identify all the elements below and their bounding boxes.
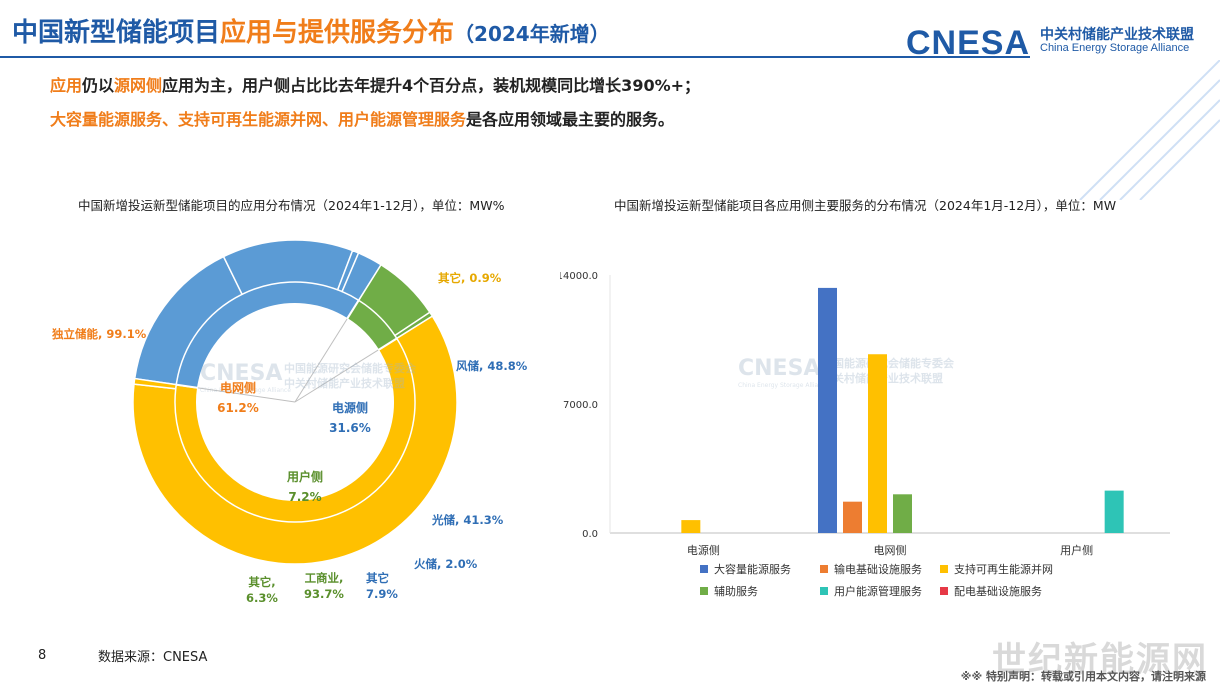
legend-label: 辅助服务 xyxy=(714,584,758,598)
pie-inner-label: 用户侧 xyxy=(286,469,323,484)
bar xyxy=(681,520,701,533)
bar-category-label: 电源侧 xyxy=(687,543,720,557)
bar-y-tick-label: 0.0 xyxy=(582,529,598,540)
summary-hl-1: 应用 xyxy=(50,76,83,95)
pie-outer-label: 工商业, 93.7% xyxy=(304,571,344,601)
pie-spoke xyxy=(294,318,348,403)
summary-text-3: 是各应用领域最主要的服务。 xyxy=(466,110,675,129)
bar xyxy=(868,354,887,533)
legend-label: 大容量能源服务 xyxy=(714,562,791,576)
title-part-2: 应用与提供服务分布 xyxy=(220,18,455,48)
pie-inner-label: 电源侧 xyxy=(332,400,368,415)
pie-spoke xyxy=(197,387,296,403)
logo-english-name: China Energy Storage Alliance xyxy=(1040,42,1190,54)
legend-label: 支持可再生能源并网 xyxy=(954,562,1053,576)
cnesa-logo: CNESA 中关村储能产业技术联盟 China Energy Storage A… xyxy=(906,24,1194,63)
pie-outer-label: 风储, 48.8% xyxy=(456,359,528,373)
legend-label: 用户能源管理服务 xyxy=(834,584,922,598)
logo-mark: CNESA xyxy=(906,24,1031,62)
pie-inner-label: 电网侧 xyxy=(220,380,256,395)
summary-line-1: 应用仍以源网侧应用为主，用户侧占比比去年提升4个百分点，装机规模同比增长390%… xyxy=(50,72,700,96)
bar-chart: 0.0 7000.0 14000.0 CNESA中国能源研究会储能专委会中关村储能产业… xyxy=(560,271,1170,598)
svg-text:中国能源研究会储能专委会: 中国能源研究会储能专委会 xyxy=(822,356,955,370)
legend-swatch xyxy=(820,565,828,573)
summary-text-1: 仍以 xyxy=(82,76,115,95)
svg-text:中国能源研究会储能专委会: 中国能源研究会储能专委会 xyxy=(284,361,417,375)
pie-outer-label: 火储, 2.0% xyxy=(414,557,478,571)
pie-inner-pct: 7.2% xyxy=(288,490,321,504)
legend-swatch xyxy=(820,587,828,595)
legend-label: 配电基础设施服务 xyxy=(954,585,1042,598)
bar xyxy=(893,494,912,533)
legend-label: 输电基础设施服务 xyxy=(834,562,922,576)
summary-line-2: 大容量能源服务、支持可再生能源并网、用户能源管理服务是各应用领域最主要的服务。 xyxy=(50,106,674,130)
bar xyxy=(843,501,862,533)
pie-inner-pct: 31.6% xyxy=(329,421,371,435)
pie-outer-label: 其它, 6.3% xyxy=(246,575,278,605)
pie-subsector-电网侧-0 xyxy=(132,315,458,565)
summary-hl-2: 源网侧 xyxy=(114,76,163,95)
pie-spoke xyxy=(294,349,379,403)
page-title: 中国新型储能项目应用与提供服务分布（2024年新增） xyxy=(12,12,610,49)
pie-subsector-电网侧-1 xyxy=(133,377,178,390)
title-part-3: （2024年新增） xyxy=(454,22,610,46)
svg-text:中关村储能产业技术联盟: 中关村储能产业技术联盟 xyxy=(284,376,405,390)
pie-outer-label: 其它, 0.9% xyxy=(438,271,502,285)
pie-outer-label: 独立储能, 99.1% xyxy=(52,327,147,341)
title-part-1: 中国新型储能项目 xyxy=(12,18,221,48)
decor-lines xyxy=(1079,60,1220,200)
svg-text:CNESA: CNESA xyxy=(200,361,282,386)
summary-hl-3: 大容量能源服务、支持可再生能源并网、用户能源管理服务 xyxy=(50,110,467,129)
bar-category-label: 电网侧 xyxy=(874,544,907,557)
legend-swatch xyxy=(940,587,948,595)
data-source: 数据来源：CNESA xyxy=(98,650,208,665)
bar-y-tick-label: 7000.0 xyxy=(563,400,598,411)
bar-category-label: 用户侧 xyxy=(1060,543,1093,557)
svg-text:China Energy Storage Alliance: China Energy Storage Alliance xyxy=(200,387,291,394)
legend-swatch xyxy=(700,587,708,595)
logo-chinese-name: 中关村储能产业技术联盟 xyxy=(1040,27,1194,43)
legend-swatch xyxy=(940,565,948,573)
page-number: 8 xyxy=(38,648,47,663)
legend-swatch xyxy=(700,565,708,573)
pie-outer-label: 光储, 41.3% xyxy=(431,513,504,527)
svg-text:China Energy Storage Alliance: China Energy Storage Alliance xyxy=(738,382,829,389)
pie-outer-label: 其它 7.9% xyxy=(366,571,398,601)
summary-text-2: 应用为主，用户侧占比比去年提升4个百分点，装机规模同比增长390%+； xyxy=(162,76,701,95)
bar-y-tick-label: 14000.0 xyxy=(560,271,598,282)
title-rule xyxy=(0,56,1030,58)
pie-chart-title: 中国新增投运新型储能项目的应用分布情况（2024年1-12月），单位：MW% xyxy=(78,198,505,213)
bar xyxy=(1104,490,1124,533)
bar-chart-title: 中国新增投运新型储能项目各应用侧主要服务的分布情况（2024年1月-12月），单… xyxy=(614,198,1117,213)
pie-inner-pct: 61.2% xyxy=(217,401,259,415)
svg-text:CNESA: CNESA xyxy=(738,356,820,381)
footer-note: ※※ 特别声明：转载或引用本文内容，请注明来源 xyxy=(960,670,1206,683)
corner-watermark: 世纪新能源网 xyxy=(992,640,1208,680)
bar xyxy=(818,287,837,533)
